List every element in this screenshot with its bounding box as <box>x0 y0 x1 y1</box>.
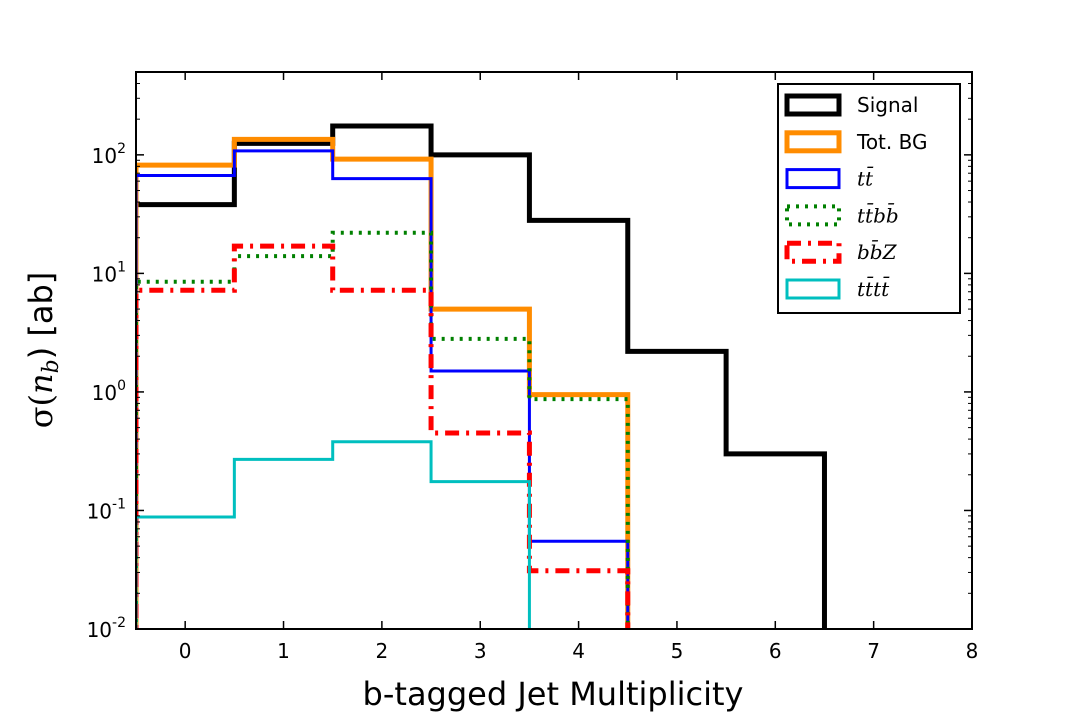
x-tick-label: 1 <box>277 639 290 663</box>
legend-label-bbbarz: bb̄Z <box>857 239 898 264</box>
x-tick-label: 3 <box>474 639 487 663</box>
legend: Signal Tot. BG tt̄ tt̄bb̄ bb̄Z tt̄tt̄ <box>777 83 961 314</box>
series-line-ttbar <box>136 149 630 629</box>
legend-label-ttbarttbar: tt̄tt̄ <box>857 276 890 301</box>
legend-label-signal: Signal <box>857 93 918 117</box>
legend-swatch-ttbarttbar <box>785 278 841 300</box>
x-tick-label: 5 <box>671 639 684 663</box>
plot-area <box>136 123 827 629</box>
y-tick-label: 10-1 <box>87 496 126 523</box>
y-axis-title: σ(nb) [ab] <box>22 272 64 429</box>
y-tick-label: 102 <box>92 141 126 168</box>
x-tick-label: 4 <box>572 639 585 663</box>
legend-label-ttbar: tt̄ <box>857 165 874 190</box>
y-tick-label: 101 <box>92 259 126 286</box>
series-line-bbbarz <box>136 243 631 629</box>
legend-swatch-signal <box>784 93 842 117</box>
x-tick-label: 6 <box>769 639 782 663</box>
x-axis-title: b-tagged Jet Multiplicity <box>363 675 744 713</box>
x-tick-label: 8 <box>966 639 979 663</box>
x-tick-label: 7 <box>867 639 880 663</box>
y-tick-label: 100 <box>92 378 126 405</box>
legend-frame <box>777 83 961 314</box>
legend-swatch-tot-bg <box>784 130 842 154</box>
series-line-ttbarttbar <box>136 440 531 629</box>
legend-swatch-bbbarz <box>784 240 842 264</box>
legend-swatch-ttbar <box>785 168 841 190</box>
axis-ticks: 0 1 2 3 4 5 6 7 8 10-2 10-1 100 101 102 <box>87 71 979 663</box>
x-tick-label: 0 <box>179 639 192 663</box>
plot-frame <box>135 71 973 630</box>
y-tick-label: 10-2 <box>87 615 126 642</box>
legend-label-ttbarbbbar: tt̄bb̄ <box>857 202 899 227</box>
legend-label-tot-bg: Tot. BG <box>856 130 927 154</box>
x-tick-label: 2 <box>376 639 389 663</box>
